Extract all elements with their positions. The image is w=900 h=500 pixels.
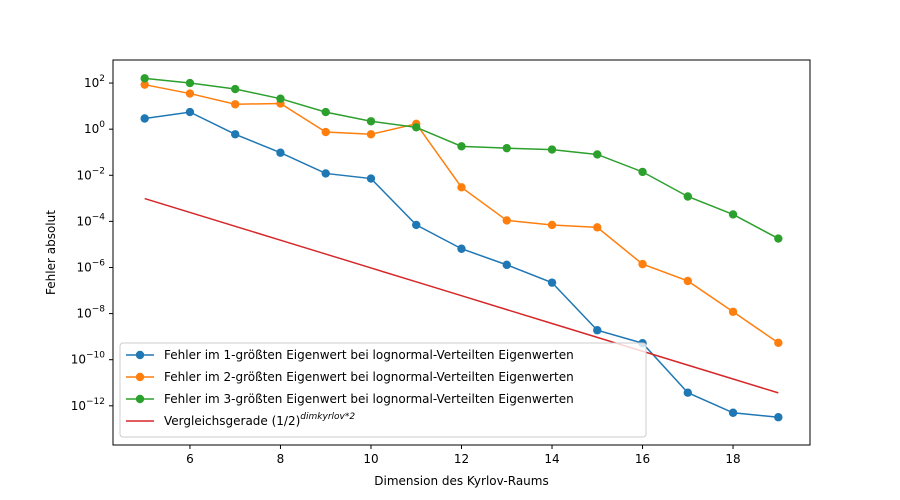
y-tick-label: 102 — [84, 74, 105, 90]
series-2-point — [321, 127, 330, 137]
series-4-line — [144, 197, 779, 394]
legend-swatch-marker — [135, 350, 145, 360]
x-tick-label: 18 — [725, 452, 740, 466]
series-2-point — [366, 130, 376, 139]
series-3-point — [412, 123, 421, 132]
series-3-point — [683, 192, 692, 201]
y-tick-label: 10−8 — [76, 305, 105, 321]
series-1-point — [728, 408, 738, 417]
y-tick-label: 10−6 — [76, 258, 105, 274]
series-3-point — [638, 167, 647, 177]
legend-entry-2: Fehler im 2-größten Eigenwert bei lognor… — [164, 370, 574, 384]
y-tick-label: 10−10 — [71, 351, 106, 367]
series-3-point — [185, 78, 195, 88]
series-3-point — [728, 210, 738, 219]
series-1-point — [185, 107, 195, 117]
y-tick-label: 10−2 — [76, 166, 105, 182]
series-1-point — [502, 260, 511, 270]
series-2-point — [231, 100, 240, 109]
series-2-point — [502, 216, 511, 225]
series-1-point — [683, 388, 692, 397]
legend-entry-3: Fehler im 3-größten Eigenwert bei lognor… — [164, 392, 574, 406]
legend: Fehler im 1-größten Eigenwert bei lognor… — [119, 342, 647, 438]
series-2-point — [547, 220, 557, 230]
series-3-point — [547, 145, 557, 154]
series-3-point — [321, 107, 330, 117]
series-3-point — [140, 74, 149, 83]
y-tick-label: 100 — [84, 120, 105, 136]
series-1-point — [321, 169, 330, 178]
series-3-point — [502, 143, 511, 153]
plot-area — [140, 74, 783, 422]
series-3-point — [593, 150, 602, 159]
series-2-point — [140, 80, 149, 89]
series-3-point — [231, 84, 240, 94]
y-tick-label: 10−12 — [71, 397, 105, 413]
x-tick-label: 8 — [277, 452, 285, 466]
legend-box — [119, 342, 647, 438]
x-tick-label: 10 — [363, 452, 378, 466]
x-tick-label: 14 — [544, 452, 559, 466]
series-2-point — [728, 307, 738, 316]
series-3-point — [366, 117, 376, 126]
x-axis-label: Dimension des Kyrlov-Raums — [374, 474, 548, 488]
legend-entry-4: Vergleichsgerade (1/2)dimkyrlov*2 — [164, 412, 355, 428]
series-2-point — [638, 259, 647, 269]
series-3-point — [457, 142, 466, 151]
series-2-point — [774, 338, 783, 348]
series-1-point — [774, 413, 783, 422]
series-1-point — [593, 326, 602, 335]
series-1-point — [140, 114, 149, 123]
series-1-point — [231, 130, 240, 139]
series-3-point — [276, 94, 285, 103]
legend-swatch-marker — [135, 394, 145, 404]
series-2-point — [593, 223, 602, 232]
series-2-point — [185, 89, 195, 98]
series-1-point — [276, 148, 285, 157]
y-axis-label: Fehler absolut — [44, 210, 58, 295]
x-tick-label: 12 — [454, 452, 469, 466]
series-1-point — [412, 220, 421, 230]
series-1-point — [547, 278, 557, 287]
y-tick-label: 10−4 — [76, 212, 105, 228]
x-tick-label: 6 — [186, 452, 194, 466]
series-2-point — [683, 276, 692, 286]
axis-ticks: 6 8 10 12 14 16 18 102 100 10−2 10−4 10−6 10−8 10−10 1… — [71, 74, 741, 466]
legend-swatch-marker — [135, 372, 145, 382]
series-3-point — [774, 234, 783, 243]
legend-entry-1: Fehler im 1-größten Eigenwert bei lognor… — [164, 348, 574, 362]
series-1-point — [366, 174, 376, 183]
series-2-point — [457, 183, 466, 192]
x-tick-label: 16 — [635, 452, 650, 466]
series-1-point — [457, 244, 466, 253]
